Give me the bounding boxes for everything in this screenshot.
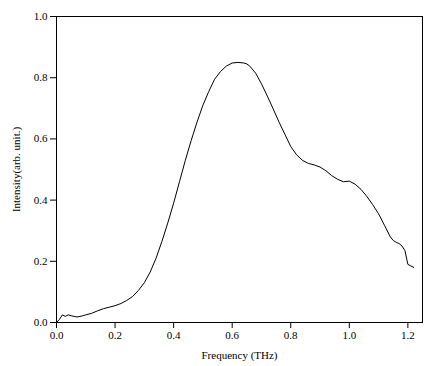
svg-text:0.4: 0.4 — [34, 194, 48, 206]
svg-text:1.0: 1.0 — [342, 329, 356, 341]
svg-text:1.0: 1.0 — [34, 10, 48, 22]
svg-text:Frequency (THz): Frequency (THz) — [201, 349, 277, 362]
svg-text:1.2: 1.2 — [401, 329, 415, 341]
svg-text:Intensity(arb. unit.): Intensity(arb. unit.) — [10, 127, 23, 213]
svg-text:0.0: 0.0 — [34, 316, 48, 328]
svg-text:0.6: 0.6 — [225, 329, 239, 341]
svg-text:0.0: 0.0 — [50, 329, 64, 341]
svg-text:0.6: 0.6 — [34, 132, 48, 144]
svg-text:0.2: 0.2 — [108, 329, 122, 341]
svg-text:0.8: 0.8 — [34, 71, 48, 83]
svg-text:0.2: 0.2 — [34, 255, 48, 267]
svg-text:0.8: 0.8 — [284, 329, 298, 341]
svg-text:0.4: 0.4 — [167, 329, 181, 341]
